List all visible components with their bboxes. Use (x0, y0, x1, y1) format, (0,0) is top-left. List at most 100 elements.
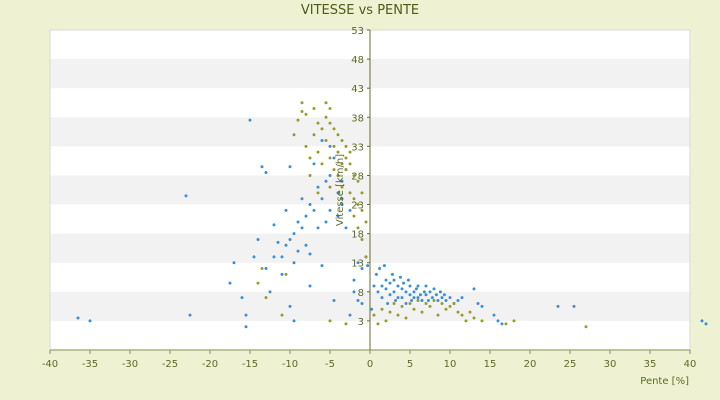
data-point (400, 296, 404, 300)
data-point (556, 304, 560, 308)
data-point (380, 296, 384, 300)
data-point (390, 272, 394, 276)
data-point (384, 319, 388, 323)
data-point (288, 165, 292, 169)
data-point (380, 284, 384, 288)
data-point (240, 296, 244, 300)
data-point (340, 162, 344, 166)
data-point (386, 301, 390, 305)
data-point (272, 223, 276, 227)
data-point (372, 284, 376, 288)
data-point (392, 301, 396, 305)
data-point (392, 278, 396, 282)
data-point (388, 281, 392, 285)
y-tick-label: 38 (351, 113, 364, 124)
data-point (268, 290, 272, 294)
data-point (404, 290, 408, 294)
data-point (378, 267, 382, 271)
data-point (304, 214, 308, 218)
data-point (352, 214, 356, 218)
data-point (380, 307, 384, 311)
data-point (480, 319, 484, 323)
data-point (408, 301, 412, 305)
data-point (256, 281, 260, 285)
data-point (436, 299, 440, 303)
data-point (356, 179, 360, 183)
data-point (324, 115, 328, 119)
data-point (432, 299, 436, 303)
data-point (336, 133, 340, 137)
data-point (88, 319, 92, 323)
data-point (448, 296, 452, 300)
y-tick-label: 3 (358, 317, 364, 328)
data-point (420, 299, 424, 303)
data-point (336, 150, 340, 154)
data-point (292, 261, 296, 265)
data-point (244, 313, 248, 317)
data-point (300, 197, 304, 201)
data-point (444, 299, 448, 303)
data-point (332, 156, 336, 160)
x-tick-label: -25 (162, 359, 178, 370)
data-point (324, 220, 328, 224)
data-point (448, 304, 452, 308)
data-point (434, 293, 438, 297)
data-point (332, 144, 336, 148)
data-point (384, 287, 388, 291)
data-point (428, 290, 432, 294)
data-point (328, 156, 332, 160)
data-point (296, 220, 300, 224)
data-point (308, 173, 312, 177)
data-point (396, 313, 400, 317)
data-point (280, 255, 284, 259)
data-point (340, 185, 344, 189)
x-tick-label: -40 (42, 359, 58, 370)
data-point (704, 322, 708, 326)
data-point (400, 287, 404, 291)
data-point (384, 278, 388, 282)
data-point (312, 107, 316, 111)
data-point (336, 191, 340, 195)
data-point (244, 325, 248, 329)
data-point (472, 287, 476, 291)
data-point (416, 296, 420, 300)
data-point (436, 313, 440, 317)
data-point (456, 310, 460, 314)
x-tick-label: -30 (122, 359, 138, 370)
data-point (328, 208, 332, 212)
data-point (328, 107, 332, 111)
data-point (340, 203, 344, 207)
data-point (344, 144, 348, 148)
data-point (296, 118, 300, 122)
data-point (408, 293, 412, 297)
data-point (476, 301, 480, 305)
data-point (500, 322, 504, 326)
x-axis-label: Pente [%] (640, 376, 689, 387)
data-point (316, 226, 320, 230)
data-point (422, 290, 426, 294)
data-point (328, 185, 332, 189)
data-point (348, 208, 352, 212)
data-point (584, 325, 588, 329)
data-point (296, 249, 300, 253)
data-point (272, 255, 276, 259)
data-point (332, 127, 336, 131)
data-point (360, 237, 364, 241)
data-point (300, 109, 304, 113)
y-tick-label: 33 (351, 142, 364, 153)
data-point (340, 139, 344, 143)
data-point (328, 144, 332, 148)
data-point (284, 208, 288, 212)
data-point (184, 194, 188, 198)
data-point (284, 243, 288, 247)
data-point (360, 267, 364, 271)
data-point (376, 290, 380, 294)
data-point (406, 278, 410, 282)
data-point (328, 319, 332, 323)
data-point (288, 304, 292, 308)
data-point (360, 301, 364, 305)
data-point (348, 150, 352, 154)
data-point (376, 322, 380, 326)
data-point (340, 197, 344, 201)
